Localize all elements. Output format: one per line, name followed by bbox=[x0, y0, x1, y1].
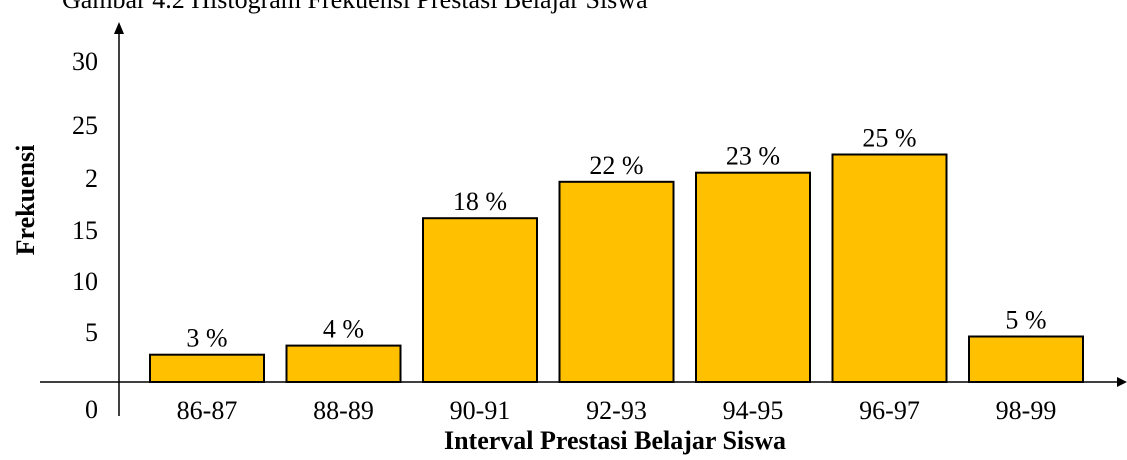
x-axis-label: Interval Prestasi Belajar Siswa bbox=[444, 426, 786, 455]
x-tick-92-93: 92-93 bbox=[586, 396, 647, 425]
x-tick-98-99: 98-99 bbox=[996, 396, 1057, 425]
y-axis-label: Frekuensi bbox=[11, 145, 40, 256]
x-tick-labels: 86-87 88-89 90-91 92-93 94-95 96-97 98-99 bbox=[177, 396, 1057, 425]
data-label-90-91: 18 % bbox=[453, 187, 507, 216]
y-tick-0: 0 bbox=[85, 395, 98, 424]
bar-86-87 bbox=[149, 353, 265, 384]
y-tick-2: 10 bbox=[72, 267, 98, 296]
bar-90-91 bbox=[422, 217, 538, 383]
y-tick-6: 30 bbox=[72, 47, 98, 76]
x-tick-90-91: 90-91 bbox=[450, 396, 511, 425]
bar-88-89 bbox=[285, 344, 402, 384]
y-tick-labels: 0 5 10 15 2 25 30 bbox=[72, 47, 98, 424]
bars bbox=[149, 153, 1084, 384]
bar-94-95 bbox=[695, 171, 811, 383]
data-label-92-93: 22 % bbox=[589, 151, 643, 180]
bar-98-99 bbox=[968, 335, 1084, 383]
data-label-98-99: 5 % bbox=[1005, 306, 1046, 335]
y-tick-3: 15 bbox=[72, 216, 98, 245]
x-tick-86-87: 86-87 bbox=[177, 396, 238, 425]
data-label-94-95: 23 % bbox=[726, 142, 780, 171]
y-tick-1: 5 bbox=[85, 318, 98, 347]
y-tick-4: 2 bbox=[85, 164, 98, 193]
y-tick-5: 25 bbox=[72, 111, 98, 140]
x-tick-94-95: 94-95 bbox=[723, 396, 784, 425]
data-labels: 3 % 4 % 18 % 22 % 23 % 25 % 5 % bbox=[186, 124, 1046, 353]
data-label-88-89: 4 % bbox=[323, 315, 364, 344]
chart-title: Gambar 4.2 Histogram Frekuensi Prestasi … bbox=[62, 0, 648, 14]
x-tick-88-89: 88-89 bbox=[313, 396, 374, 425]
bar-92-93 bbox=[558, 180, 675, 383]
x-tick-96-97: 96-97 bbox=[859, 396, 920, 425]
data-label-96-97: 25 % bbox=[862, 124, 916, 153]
bar-96-97 bbox=[831, 153, 948, 383]
x-axis-arrow bbox=[1117, 377, 1127, 387]
y-axis-arrow bbox=[114, 22, 124, 34]
data-label-86-87: 3 % bbox=[186, 324, 227, 353]
